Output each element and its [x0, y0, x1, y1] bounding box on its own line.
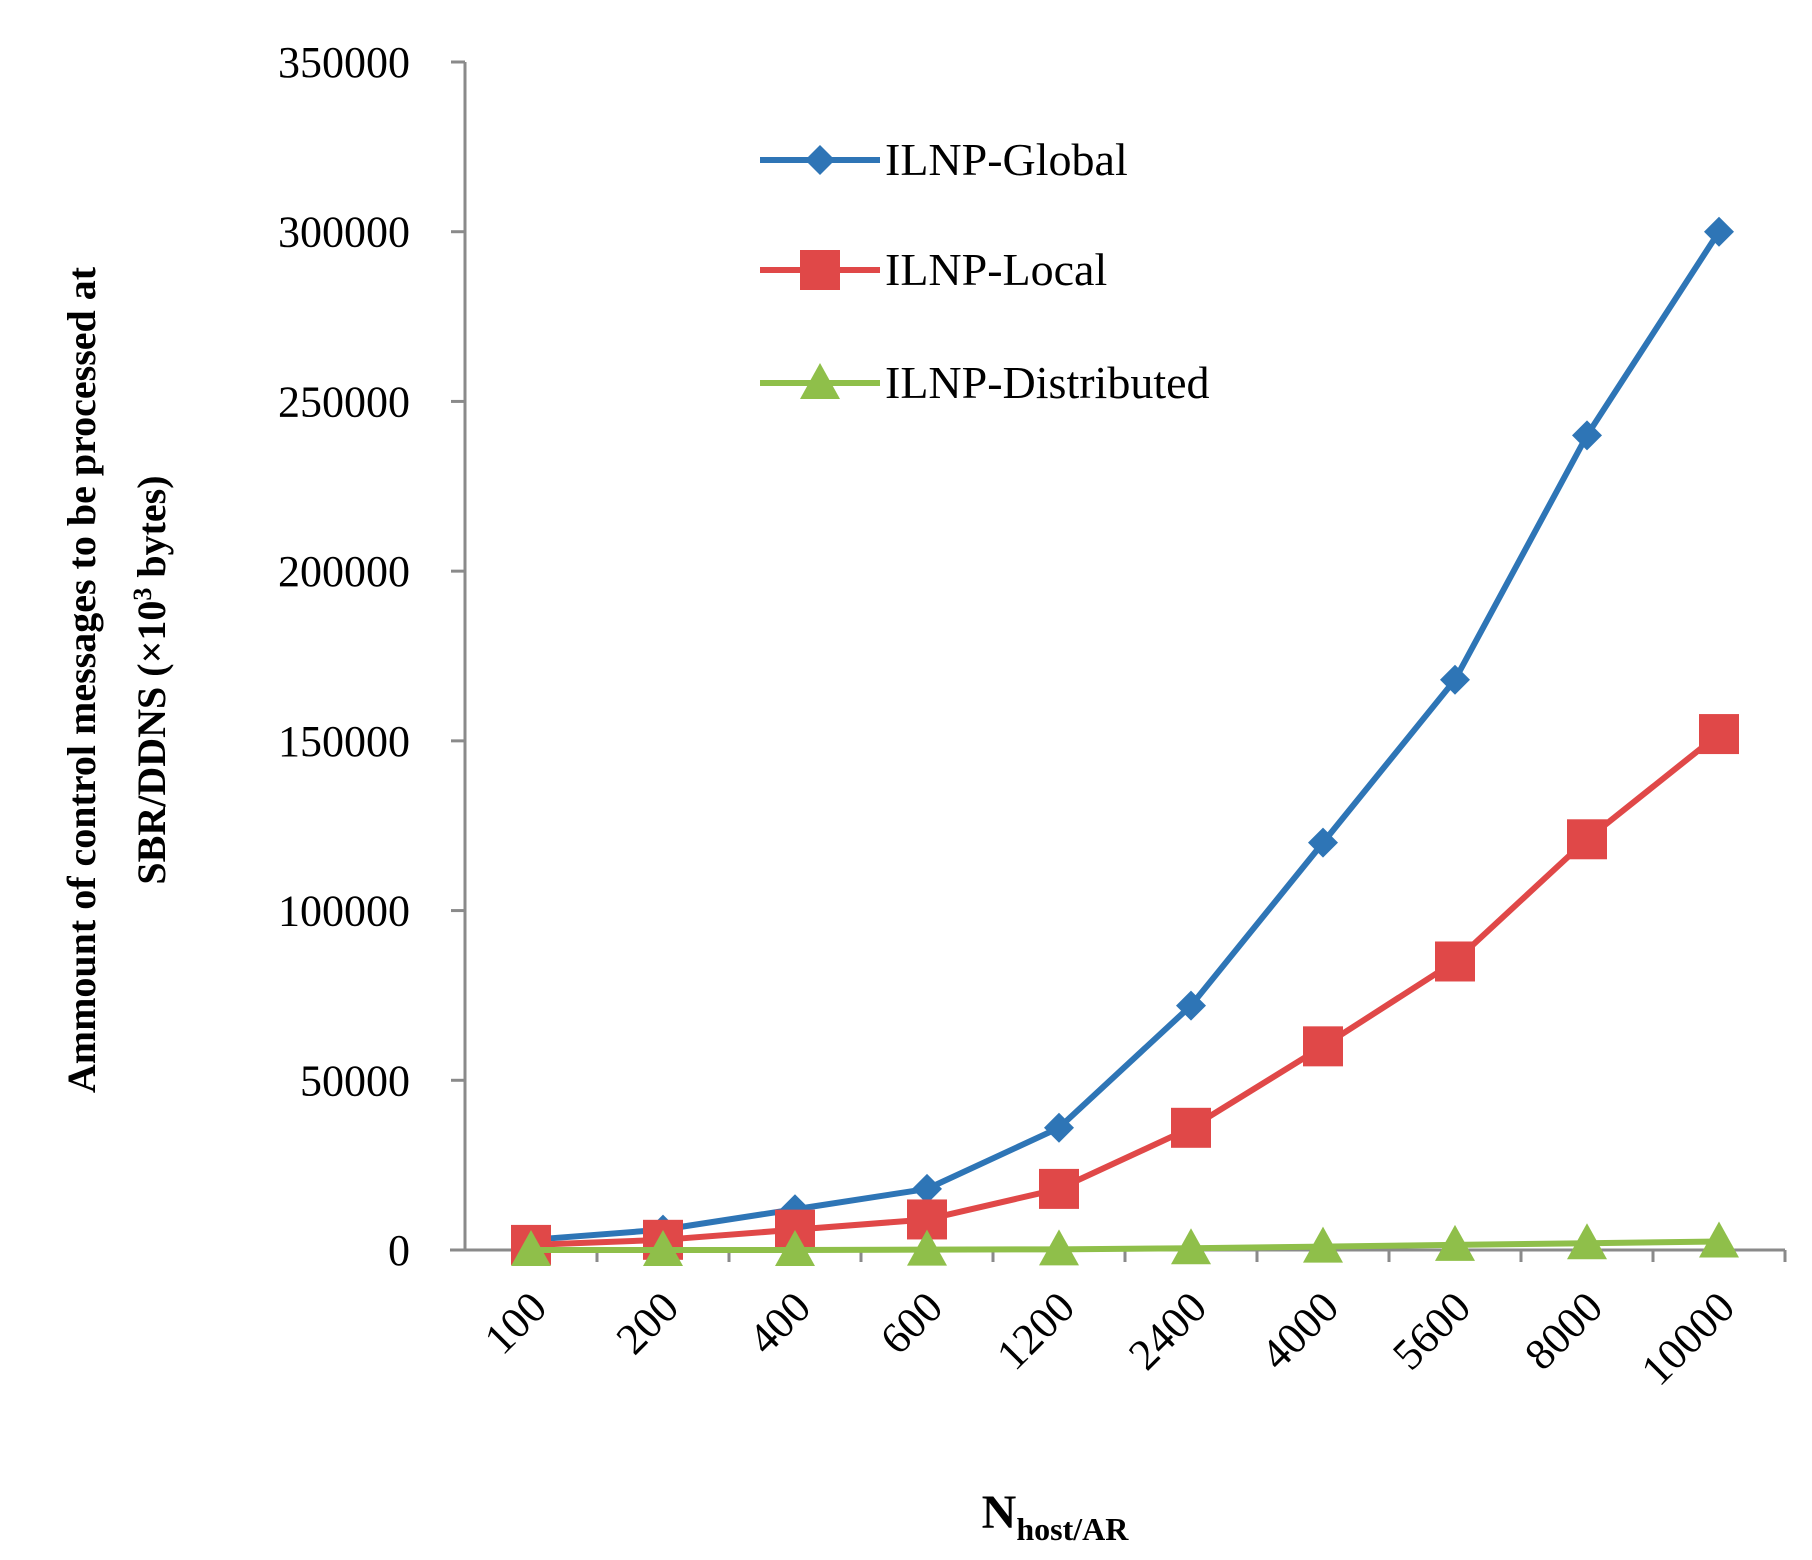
data-point — [1435, 941, 1475, 982]
y-axis-title: Ammount of control messages to be proces… — [59, 266, 174, 1093]
legend-item: ILNP-Distributed — [760, 357, 1210, 408]
y-axis-title-line2-pre: SBR/DDNS (×10 — [129, 601, 174, 885]
data-point — [511, 1230, 551, 1266]
legend: ILNP-Global ILNP-Local ILNP-Distributed — [760, 134, 1210, 408]
data-point — [1440, 664, 1470, 695]
data-point — [1699, 714, 1739, 755]
data-point — [1044, 1112, 1074, 1143]
y-tick-labels: 0 50000 100000 150000 200000 250000 300000 3500… — [278, 38, 465, 1275]
x-axis-title-main: N — [982, 1486, 1017, 1539]
x-tick-label: 1200 — [987, 1282, 1084, 1379]
series-group — [511, 216, 1739, 1266]
legend-label: ILNP-Distributed — [885, 357, 1210, 408]
data-point — [1567, 819, 1607, 860]
x-tick-label: 600 — [871, 1282, 952, 1363]
data-point — [1699, 1221, 1739, 1258]
x-tick-label: 200 — [607, 1282, 688, 1363]
series-line — [531, 1238, 1720, 1253]
data-point — [1176, 990, 1206, 1021]
x-tick-label: 100 — [475, 1282, 556, 1363]
legend-marker — [800, 250, 840, 290]
x-tick-label: 5600 — [1383, 1282, 1480, 1379]
x-tick-labels: 100 200 400 600 1200 2400 4000 5600 8000 10000 — [475, 1250, 1787, 1395]
data-point — [1572, 420, 1602, 451]
legend-item: ILNP-Global — [760, 134, 1128, 185]
series-line — [530, 731, 1721, 1248]
y-tick-label: 100000 — [278, 887, 410, 936]
data-point — [1704, 216, 1734, 247]
y-axis-title-line2: SBR/DDNS (×103 bytes) — [128, 475, 174, 884]
legend-label: ILNP-Global — [885, 134, 1128, 185]
y-tick-label: 150000 — [278, 717, 410, 766]
x-tick-label: 10000 — [1632, 1282, 1744, 1394]
y-tick-label: 50000 — [300, 1056, 410, 1105]
data-point — [1567, 1223, 1607, 1260]
x-tick-label: 2400 — [1119, 1282, 1216, 1379]
data-point — [1308, 827, 1338, 858]
y-tick-label: 350000 — [278, 38, 410, 87]
data-point — [1171, 1107, 1211, 1148]
data-point — [1435, 1224, 1475, 1261]
y-tick-label: 0 — [388, 1226, 410, 1275]
data-point — [1303, 1026, 1343, 1067]
x-axis-title: Nhost/AR — [982, 1486, 1130, 1547]
legend-marker — [805, 145, 835, 175]
y-tick-label: 200000 — [278, 547, 410, 596]
data-point — [912, 1173, 942, 1204]
y-axis-title-exponent: 3 — [128, 588, 157, 601]
legend-item: ILNP-Local — [760, 244, 1107, 295]
x-tick-label: 4000 — [1251, 1282, 1348, 1379]
legend-label: ILNP-Local — [885, 244, 1107, 295]
data-point — [1039, 1168, 1079, 1209]
legend-marker — [800, 363, 840, 399]
data-point — [1039, 1229, 1079, 1266]
data-point — [907, 1229, 947, 1266]
data-point — [1303, 1226, 1343, 1263]
data-point — [1171, 1228, 1211, 1265]
series-ilnp-distributed — [511, 1221, 1739, 1266]
y-tick-label: 250000 — [278, 377, 410, 426]
x-axis-title-subscript: host/AR — [1016, 1511, 1129, 1547]
y-tick-label: 300000 — [278, 208, 410, 257]
x-tick-label: 400 — [739, 1282, 820, 1363]
series-ilnp-local — [511, 714, 1739, 1265]
data-point — [775, 1230, 815, 1266]
x-tick-label: 8000 — [1515, 1282, 1612, 1379]
series-line — [530, 230, 1722, 1243]
y-axis-title-line2-post: bytes) — [129, 475, 174, 587]
y-axis-title-line1: Ammount of control messages to be proces… — [59, 266, 104, 1093]
data-point — [643, 1230, 683, 1266]
